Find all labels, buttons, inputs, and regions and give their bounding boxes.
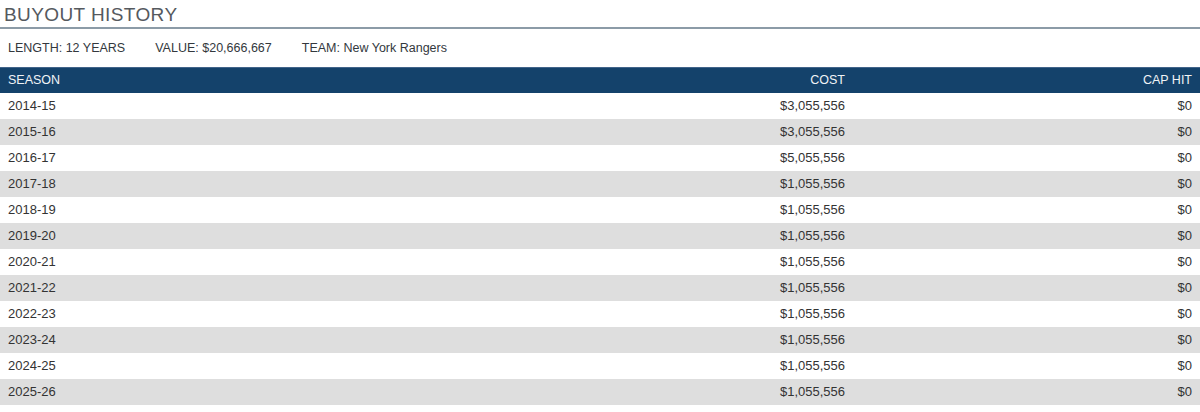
summary-team-label: TEAM: xyxy=(302,41,340,55)
column-header-season: SEASON xyxy=(0,68,710,93)
page-title: BUYOUT HISTORY xyxy=(0,0,1200,29)
cost-cell: $1,055,556 xyxy=(710,301,853,327)
cost-cell: $1,055,556 xyxy=(710,223,853,249)
season-cell: 2017-18 xyxy=(0,171,710,197)
summary-team: TEAM: New York Rangers xyxy=(302,41,447,55)
season-cell: 2023-24 xyxy=(0,327,710,353)
season-cell: 2015-16 xyxy=(0,119,710,145)
column-header-cost: COST xyxy=(710,68,853,93)
cap-hit-cell: $0 xyxy=(853,171,1200,197)
cost-cell: $1,055,556 xyxy=(710,327,853,353)
cost-cell: $1,055,556 xyxy=(710,197,853,223)
season-cell: 2020-21 xyxy=(0,249,710,275)
cost-cell: $1,055,556 xyxy=(710,379,853,405)
cap-hit-cell: $0 xyxy=(853,249,1200,275)
summary-team-value: New York Rangers xyxy=(343,41,447,55)
cap-hit-cell: $0 xyxy=(853,197,1200,223)
cap-hit-cell: $0 xyxy=(853,119,1200,145)
table-row: 2022-23 $1,055,556 $0 xyxy=(0,301,1200,327)
cap-hit-cell: $0 xyxy=(853,301,1200,327)
table-row: 2018-19 $1,055,556 $0 xyxy=(0,197,1200,223)
summary-value-value: $20,666,667 xyxy=(202,41,272,55)
season-cell: 2025-26 xyxy=(0,379,710,405)
cost-cell: $1,055,556 xyxy=(710,249,853,275)
summary-length-label: LENGTH: xyxy=(8,41,62,55)
cap-hit-cell: $0 xyxy=(853,353,1200,379)
season-cell: 2019-20 xyxy=(0,223,710,249)
cost-cell: $1,055,556 xyxy=(710,275,853,301)
summary-length: LENGTH: 12 YEARS xyxy=(8,41,125,55)
season-cell: 2014-15 xyxy=(0,93,710,119)
table-row: 2014-15 $3,055,556 $0 xyxy=(0,93,1200,119)
cap-hit-cell: $0 xyxy=(853,223,1200,249)
table-row: 2023-24 $1,055,556 $0 xyxy=(0,327,1200,353)
table-row: 2024-25 $1,055,556 $0 xyxy=(0,353,1200,379)
cap-hit-cell: $0 xyxy=(853,145,1200,171)
table-row: 2019-20 $1,055,556 $0 xyxy=(0,223,1200,249)
summary-value: VALUE: $20,666,667 xyxy=(155,41,272,55)
season-cell: 2022-23 xyxy=(0,301,710,327)
table-row: 2021-22 $1,055,556 $0 xyxy=(0,275,1200,301)
buyout-summary-bar: LENGTH: 12 YEARS VALUE: $20,666,667 TEAM… xyxy=(0,29,1200,67)
season-cell: 2024-25 xyxy=(0,353,710,379)
table-row: 2017-18 $1,055,556 $0 xyxy=(0,171,1200,197)
cap-hit-cell: $0 xyxy=(853,93,1200,119)
cost-cell: $1,055,556 xyxy=(710,353,853,379)
buyout-history-table: SEASON COST CAP HIT 2014-15 $3,055,556 $… xyxy=(0,67,1200,405)
table-row: 2016-17 $5,055,556 $0 xyxy=(0,145,1200,171)
cost-cell: $5,055,556 xyxy=(710,145,853,171)
cost-cell: $3,055,556 xyxy=(710,119,853,145)
table-row: 2020-21 $1,055,556 $0 xyxy=(0,249,1200,275)
table-row: 2025-26 $1,055,556 $0 xyxy=(0,379,1200,405)
cost-cell: $3,055,556 xyxy=(710,93,853,119)
cap-hit-cell: $0 xyxy=(853,327,1200,353)
summary-value-label: VALUE: xyxy=(155,41,199,55)
table-header-row: SEASON COST CAP HIT xyxy=(0,67,1200,93)
cap-hit-cell: $0 xyxy=(853,275,1200,301)
table-row: 2015-16 $3,055,556 $0 xyxy=(0,119,1200,145)
season-cell: 2018-19 xyxy=(0,197,710,223)
cap-hit-cell: $0 xyxy=(853,379,1200,405)
season-cell: 2016-17 xyxy=(0,145,710,171)
cost-cell: $1,055,556 xyxy=(710,171,853,197)
column-header-cap-hit: CAP HIT xyxy=(853,68,1200,93)
season-cell: 2021-22 xyxy=(0,275,710,301)
summary-length-value: 12 YEARS xyxy=(66,41,126,55)
table-body: 2014-15 $3,055,556 $0 2015-16 $3,055,556… xyxy=(0,93,1200,405)
